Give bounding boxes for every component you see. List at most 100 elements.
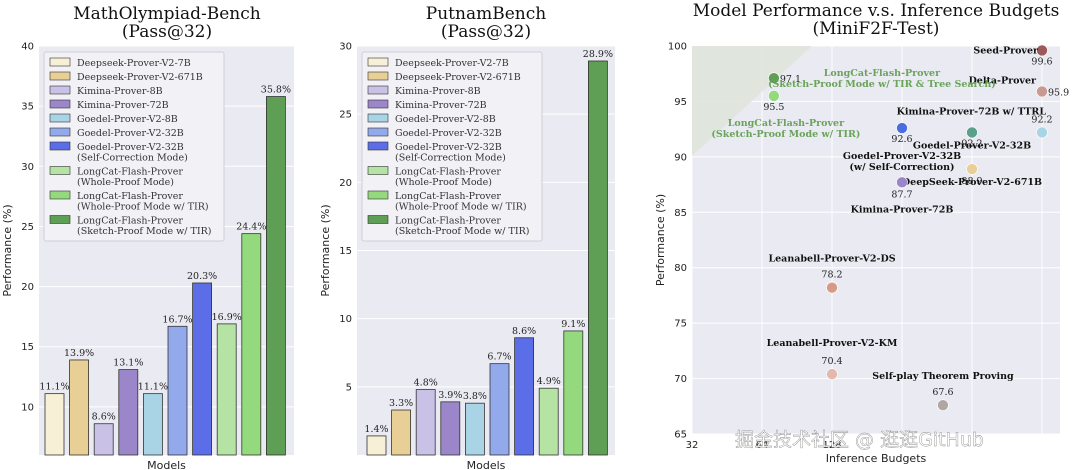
legend-label: (Sketch-Proof Mode w/ TIR) [77,226,211,237]
bar [265,96,286,456]
point-name-label: LongCat-Flash-Prover [728,118,845,129]
chart-title: PutnamBench [426,4,546,24]
legend-label: Deepseek-Prover-V2-7B [77,58,191,69]
y-tick-label: 100 [668,42,687,53]
legend-label: LongCat-Flash-Prover [395,167,501,178]
y-tick-label: 25 [21,222,34,233]
bar [489,363,510,456]
point-value-label: 87.7 [891,189,912,200]
chart-matholympiad: MathOlympiad-Bench(Pass@32) 10 15 20 25 30 35 4… [1,4,294,470]
legend-label: Kimina-Prover-72B [77,100,169,111]
scatter-point [896,122,908,134]
legend-swatch [367,215,389,224]
y-tick-label: 40 [21,42,34,53]
y-tick-label: 90 [674,152,687,163]
bar [44,393,65,456]
point-name-label: DeepSeek-Prover-V2-671B [902,177,1042,188]
legend-label: (Whole-Proof Mode) [395,177,492,188]
legend-label: Deepseek-Prover-V2-7B [395,58,509,69]
y-tick-label: 30 [21,162,34,173]
y-tick-label: 20 [339,178,352,189]
bar-data-label: 16.7% [162,314,192,325]
scatter-point [826,368,838,380]
x-axis-label: Models [147,459,186,470]
legend-swatch [49,166,71,175]
legend-swatch [367,113,389,123]
point-name-label: (Sketch-Proof Mode w/ TIR) [711,129,860,140]
legend-swatch [49,190,71,200]
point-value-label: 88.9 [961,176,982,187]
y-tick-label: 10 [21,402,34,413]
bar [93,423,114,456]
chart-subtitle: (MiniF2F-Test) [813,19,940,39]
y-tick-label: 95 [674,97,687,108]
chart-subtitle: (Pass@32) [122,22,212,42]
bar [192,282,213,456]
bar [216,323,237,456]
point-value-label: 67.6 [932,387,953,398]
x-tick-label: 64 [756,440,769,451]
bar [142,393,163,456]
legend-swatch [49,113,71,123]
bar-data-label: 3.8% [463,391,487,402]
legend-label: Goedel-Prover-V2-32B [77,142,184,153]
legend-label: (Sketch-Proof Mode w/ TIR) [395,226,529,237]
y-tick-label: 15 [21,342,34,353]
point-value-label: 97.1 [780,74,801,85]
legend-swatch [367,57,389,67]
bar [563,330,584,456]
y-tick-label: 5 [346,382,352,393]
legend-label: (Whole-Proof Mode) [77,177,174,188]
bar-data-label: 3.3% [389,398,413,409]
legend-label: (Whole-Proof Mode w/ TIR) [395,202,527,213]
point-name-label: Leanabell-Prover-V2-DS [768,254,895,265]
point-value-label: 92.6 [891,134,912,145]
scatter-point [1036,44,1048,57]
y-tick-label: 10 [339,314,352,325]
bar [464,402,485,456]
bar-data-label: 13.1% [113,358,143,369]
legend-label: LongCat-Flash-Prover [77,216,183,227]
legend-swatch [49,71,71,81]
legend-label: Kimina-Prover-72B [395,100,487,111]
scatter-point [768,72,780,84]
point-name-label: Delta-Prover [969,75,1037,86]
y-tick-label: 20 [21,282,34,293]
legend-label: Deepseek-Prover-V2-671B [395,72,521,83]
legend-swatch [49,127,71,137]
point-name-label: Leanabell-Prover-V2-KM [767,338,898,349]
bar-data-label: 8.6% [512,326,536,337]
scatter-point [1036,126,1048,139]
point-value-label: 95.9 [1048,87,1069,98]
point-value-label: 78.2 [821,270,842,281]
bar-data-label: 13.9% [64,348,94,359]
bar-data-label: 1.4% [364,424,388,435]
y-tick-label: 35 [21,102,34,113]
bar-data-label: 35.8% [261,85,291,96]
point-name-label: (w/ Self-Correction) [849,162,954,173]
bar-data-label: 4.8% [414,378,438,389]
bar-data-label: 4.9% [537,376,561,387]
y-tick-label: 65 [674,430,687,441]
bar-data-label: 24.4% [236,222,266,233]
scatter-point [966,126,978,139]
legend-label: Goedel-Prover-V2-32B [395,128,502,139]
scatter-point [826,281,838,294]
chart-subtitle: (Pass@32) [441,22,531,42]
y-axis-label: Performance (%) [1,204,14,296]
bar [167,325,188,456]
bar [538,387,559,456]
bar-data-label: 11.1% [138,382,168,393]
legend-box [43,51,225,242]
y-tick-label: 15 [339,246,352,257]
y-tick-label: 80 [674,263,687,274]
legend-label: Kimina-Prover-8B [77,86,163,97]
bar [241,233,262,456]
legend-label: LongCat-Flash-Prover [395,216,501,227]
point-value-label: 99.6 [1031,56,1052,67]
legend-swatch [367,99,389,109]
scatter-point [937,399,949,411]
legend-label: Goedel-Prover-V2-32B [395,142,502,153]
bar [366,435,387,456]
y-tick-label: 30 [339,42,352,53]
